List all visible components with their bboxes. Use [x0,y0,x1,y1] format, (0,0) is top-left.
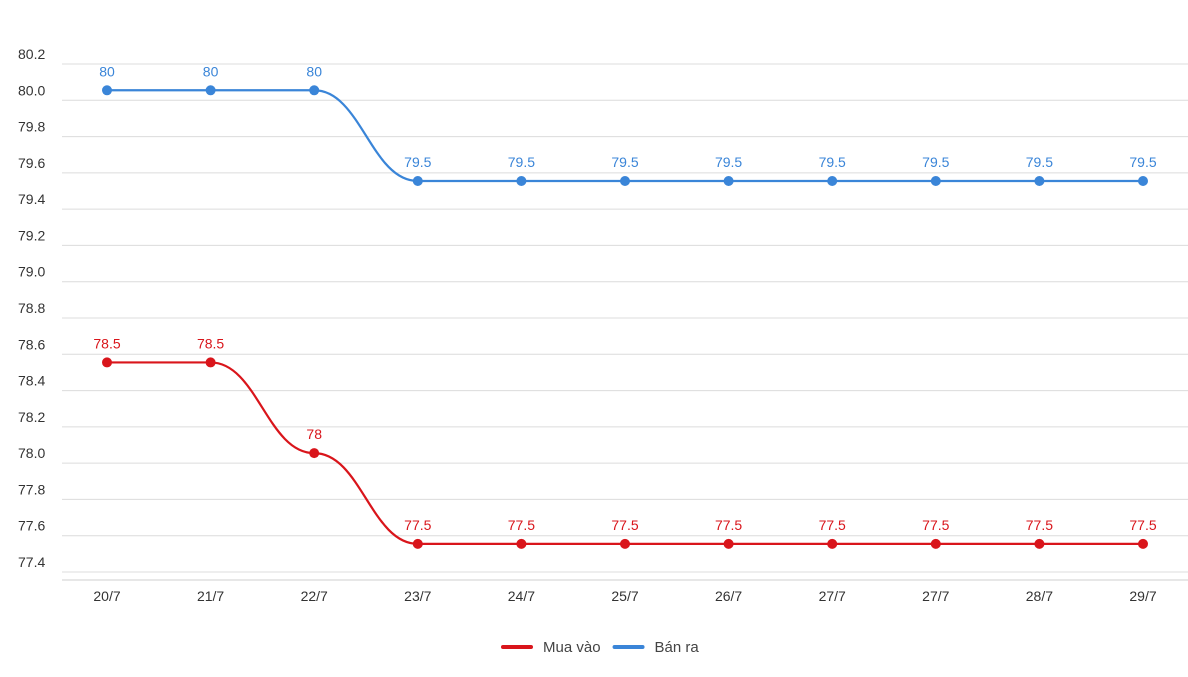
x-tick-label: 25/7 [611,588,638,604]
data-point [723,538,734,549]
data-point [620,176,630,186]
data-label: 79.5 [819,154,846,170]
data-point [723,176,734,186]
x-tick-label: 26/7 [715,588,742,604]
data-point [205,357,216,368]
y-tick-label: 79.0 [18,264,45,280]
data-label: 80 [306,63,322,79]
data-point [930,538,941,549]
x-tick-label: 23/7 [404,588,431,604]
legend-label: Bán ra [655,639,700,656]
data-point [930,176,941,186]
data-label: 79.5 [404,154,431,170]
y-tick-label: 79.8 [18,119,45,135]
data-label: 77.5 [715,517,742,533]
data-point [516,176,527,186]
data-point [1034,538,1045,549]
y-tick-label: 77.4 [18,554,45,570]
data-label: 79.5 [508,154,535,170]
data-label: 78.5 [197,335,224,351]
x-tick-label: 28/7 [1026,588,1053,604]
x-tick-label: 24/7 [508,588,535,604]
data-label: 80 [203,63,219,79]
y-tick-label: 79.6 [18,155,45,171]
data-point [516,538,527,549]
data-label: 79.5 [1026,154,1053,170]
legend-label: Mua vào [543,639,601,656]
data-label: 79.5 [611,154,638,170]
data-point [412,176,423,186]
data-label: 77.5 [404,517,431,533]
data-point [102,357,112,368]
y-tick-label: 77.6 [18,518,45,534]
data-label: 79.5 [1129,154,1156,170]
data-point [309,85,320,96]
data-label: 77.5 [922,517,949,533]
data-label: 77.5 [819,517,846,533]
data-point [205,85,216,96]
data-point [309,448,320,459]
data-point [412,538,423,549]
data-point [620,538,630,549]
series-lines [102,85,1148,549]
series-line [107,89,1143,183]
data-point [1138,176,1148,186]
y-tick-label: 78.8 [18,300,45,316]
data-point [1034,176,1045,186]
x-tick-label: 29/7 [1129,588,1156,604]
x-tick-label: 22/7 [301,588,328,604]
x-tick-label: 27/7 [819,588,846,604]
gridlines [62,63,1188,581]
y-tick-label: 79.4 [18,191,45,207]
data-label: 79.5 [715,154,742,170]
y-tick-label: 77.8 [18,481,45,497]
x-tick-label: 20/7 [93,588,120,604]
y-tick-label: 78.2 [18,409,45,425]
x-axis-ticks: 20/7 21/7 22/7 23/7 24/7 25/7 26/7 27/7 27/7 28/7… [93,588,1156,604]
y-tick-label: 78.6 [18,336,45,352]
data-label: 79.5 [922,154,949,170]
data-label: 78 [306,426,322,442]
data-label: 77.5 [1129,517,1156,533]
data-point [1138,538,1148,549]
data-label: 77.5 [611,517,638,533]
data-labels: 78.5 78.5 78 77.5 77.5 77.5 77.5 77.5 77.5 77.5 77… [93,63,1156,533]
data-point [827,176,838,186]
y-tick-label: 79.2 [18,227,45,243]
data-point [827,538,838,549]
legend: Mua vào Bán ra [501,639,700,656]
series-line [106,361,1143,545]
y-axis-ticks: 80.2 80.0 79.8 79.6 79.4 79.2 79.0 78.8 78.6 78.4… [18,46,45,570]
y-tick-label: 80.2 [18,46,45,62]
y-tick-label: 78.0 [18,445,45,461]
data-point [102,85,112,96]
y-tick-label: 78.4 [18,373,45,389]
data-label: 78.5 [93,335,120,351]
data-label: 77.5 [1026,517,1053,533]
data-label: 77.5 [508,517,535,533]
x-tick-label: 27/7 [922,588,949,604]
x-tick-label: 21/7 [197,588,224,604]
data-label: 80 [99,63,115,79]
y-tick-label: 80.0 [18,82,45,98]
